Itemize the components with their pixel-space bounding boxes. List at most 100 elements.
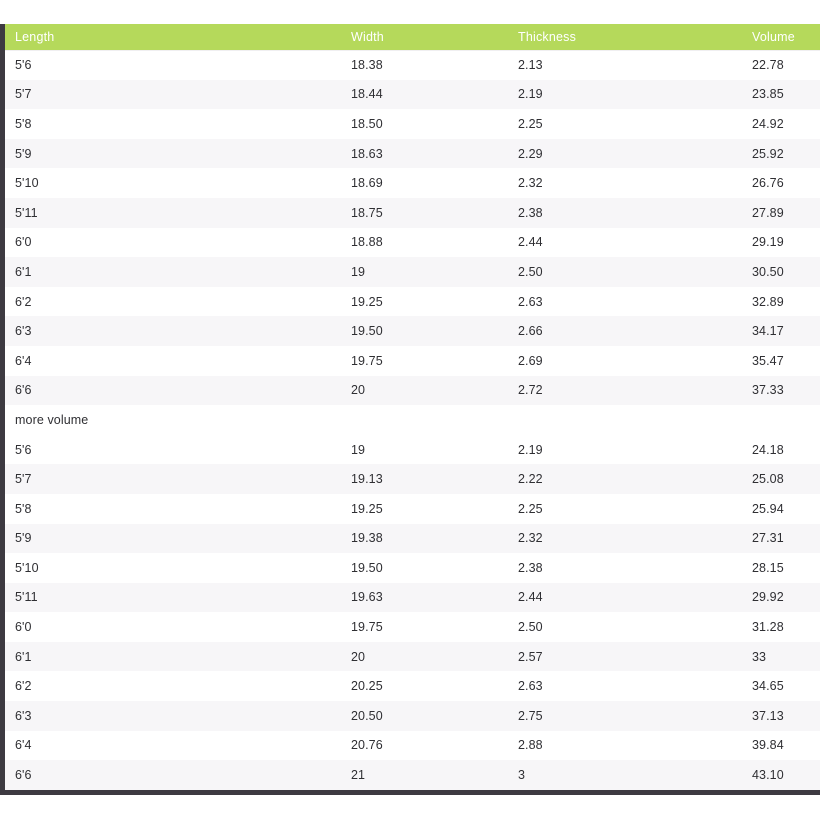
cell-width: 18.69 bbox=[341, 168, 508, 198]
table-row[interactable]: 6'2 20.25 2.63 34.65 bbox=[5, 671, 820, 702]
cell-length: 5'7 bbox=[5, 464, 341, 494]
cell-width: 18.63 bbox=[341, 138, 508, 169]
table-row[interactable]: 6'1 20 2.57 33 bbox=[5, 641, 820, 672]
cell-thickness: 2.63 bbox=[508, 671, 742, 702]
table-row[interactable]: 6'1 19 2.50 30.50 bbox=[5, 257, 820, 287]
cell-width: 19.25 bbox=[341, 493, 508, 524]
cell-width: 19 bbox=[341, 434, 508, 465]
table-row[interactable]: 6'0 18.88 2.44 29.19 bbox=[5, 227, 820, 258]
cell-volume: 25.92 bbox=[742, 138, 820, 169]
cell-thickness: 2.13 bbox=[508, 50, 742, 80]
cell-width: 19.75 bbox=[341, 612, 508, 642]
table-row[interactable]: 6'4 20.76 2.88 39.84 bbox=[5, 730, 820, 761]
section-label: more volume bbox=[5, 405, 820, 435]
cell-width: 19.38 bbox=[341, 523, 508, 554]
cell-volume: 32.89 bbox=[742, 286, 820, 317]
dimensions-table-container: Length Width Thickness Volume 5'6 18.38 2.… bbox=[0, 24, 820, 795]
cell-volume: 29.19 bbox=[742, 227, 820, 258]
cell-volume: 24.92 bbox=[742, 109, 820, 139]
table-row[interactable]: 5'11 19.63 2.44 29.92 bbox=[5, 582, 820, 613]
cell-width: 19.75 bbox=[341, 345, 508, 376]
table-row[interactable]: 5'7 19.13 2.22 25.08 bbox=[5, 464, 820, 494]
table-header-row: Length Width Thickness Volume bbox=[5, 24, 820, 50]
cell-length: 5'8 bbox=[5, 493, 341, 524]
cell-width: 21 bbox=[341, 760, 508, 790]
cell-length: 6'1 bbox=[5, 641, 341, 672]
cell-width: 20.50 bbox=[341, 701, 508, 731]
cell-thickness: 2.19 bbox=[508, 79, 742, 110]
cell-width: 19.25 bbox=[341, 286, 508, 317]
cell-volume: 37.33 bbox=[742, 375, 820, 406]
column-header-volume[interactable]: Volume bbox=[742, 24, 820, 50]
cell-thickness: 2.69 bbox=[508, 345, 742, 376]
cell-length: 6'0 bbox=[5, 227, 341, 258]
cell-thickness: 2.25 bbox=[508, 493, 742, 524]
cell-volume: 25.94 bbox=[742, 493, 820, 524]
cell-thickness: 2.25 bbox=[508, 109, 742, 139]
cell-thickness: 2.88 bbox=[508, 730, 742, 761]
cell-volume: 24.18 bbox=[742, 434, 820, 465]
table-row[interactable]: 5'11 18.75 2.38 27.89 bbox=[5, 197, 820, 228]
table-header: Length Width Thickness Volume bbox=[5, 24, 820, 50]
cell-volume: 34.17 bbox=[742, 316, 820, 346]
column-header-length[interactable]: Length bbox=[5, 24, 341, 50]
table-row[interactable]: 5'9 18.63 2.29 25.92 bbox=[5, 138, 820, 169]
table-row[interactable]: 6'6 20 2.72 37.33 bbox=[5, 375, 820, 406]
cell-length: 6'4 bbox=[5, 730, 341, 761]
cell-width: 19.63 bbox=[341, 582, 508, 613]
cell-thickness: 2.44 bbox=[508, 227, 742, 258]
dimensions-table: Length Width Thickness Volume 5'6 18.38 2.… bbox=[5, 24, 820, 790]
cell-thickness: 2.63 bbox=[508, 286, 742, 317]
table-row[interactable]: 5'9 19.38 2.32 27.31 bbox=[5, 523, 820, 554]
table-row[interactable]: 6'6 21 3 43.10 bbox=[5, 760, 820, 790]
table-row[interactable]: 5'6 18.38 2.13 22.78 bbox=[5, 50, 820, 80]
cell-volume: 25.08 bbox=[742, 464, 820, 494]
cell-length: 5'9 bbox=[5, 138, 341, 169]
table-row[interactable]: 6'0 19.75 2.50 31.28 bbox=[5, 612, 820, 642]
cell-volume: 43.10 bbox=[742, 760, 820, 790]
table-row[interactable]: 6'4 19.75 2.69 35.47 bbox=[5, 345, 820, 376]
cell-length: 5'7 bbox=[5, 79, 341, 110]
cell-volume: 35.47 bbox=[742, 345, 820, 376]
cell-width: 18.88 bbox=[341, 227, 508, 258]
table-row[interactable]: 5'10 19.50 2.38 28.15 bbox=[5, 553, 820, 583]
cell-volume: 29.92 bbox=[742, 582, 820, 613]
cell-length: 6'6 bbox=[5, 375, 341, 406]
cell-length: 6'0 bbox=[5, 612, 341, 642]
cell-thickness: 3 bbox=[508, 760, 742, 790]
cell-length: 6'2 bbox=[5, 286, 341, 317]
table-row[interactable]: 5'10 18.69 2.32 26.76 bbox=[5, 168, 820, 198]
cell-length: 6'1 bbox=[5, 257, 341, 287]
cell-volume: 31.28 bbox=[742, 612, 820, 642]
table-row[interactable]: 6'2 19.25 2.63 32.89 bbox=[5, 286, 820, 317]
cell-thickness: 2.75 bbox=[508, 701, 742, 731]
cell-thickness: 2.38 bbox=[508, 553, 742, 583]
cell-thickness: 2.44 bbox=[508, 582, 742, 613]
table-row[interactable]: 6'3 19.50 2.66 34.17 bbox=[5, 316, 820, 346]
cell-volume: 28.15 bbox=[742, 553, 820, 583]
cell-length: 6'4 bbox=[5, 345, 341, 376]
cell-width: 18.38 bbox=[341, 50, 508, 80]
cell-width: 20.76 bbox=[341, 730, 508, 761]
cell-volume: 34.65 bbox=[742, 671, 820, 702]
cell-length: 5'9 bbox=[5, 523, 341, 554]
table-row[interactable]: 6'3 20.50 2.75 37.13 bbox=[5, 701, 820, 731]
cell-width: 18.50 bbox=[341, 109, 508, 139]
table-row[interactable]: 5'6 19 2.19 24.18 bbox=[5, 434, 820, 465]
cell-thickness: 2.50 bbox=[508, 257, 742, 287]
cell-length: 5'8 bbox=[5, 109, 341, 139]
table-row[interactable]: 5'8 18.50 2.25 24.92 bbox=[5, 109, 820, 139]
cell-length: 6'3 bbox=[5, 316, 341, 346]
section-label-row: more volume bbox=[5, 405, 820, 435]
cell-thickness: 2.57 bbox=[508, 641, 742, 672]
cell-length: 6'3 bbox=[5, 701, 341, 731]
cell-width: 18.44 bbox=[341, 79, 508, 110]
cell-length: 5'10 bbox=[5, 553, 341, 583]
column-header-thickness[interactable]: Thickness bbox=[508, 24, 742, 50]
table-row[interactable]: 5'8 19.25 2.25 25.94 bbox=[5, 493, 820, 524]
table-row[interactable]: 5'7 18.44 2.19 23.85 bbox=[5, 79, 820, 110]
cell-volume: 30.50 bbox=[742, 257, 820, 287]
column-header-width[interactable]: Width bbox=[341, 24, 508, 50]
cell-thickness: 2.19 bbox=[508, 434, 742, 465]
